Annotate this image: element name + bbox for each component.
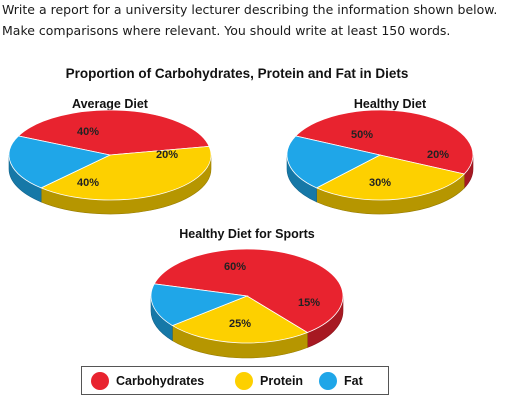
pie-title-healthy-diet-for-sports: Healthy Diet for Sports xyxy=(179,227,314,241)
legend-label-protein: Protein xyxy=(260,374,304,388)
carbohydrates-data-label: 40% xyxy=(77,126,99,138)
instruction-line-1: Write a report for a university lecturer… xyxy=(2,2,498,17)
chart-title: Proportion of Carbohydrates, Protein and… xyxy=(66,66,409,81)
instruction-line-2: Make comparisons where relevant. You sho… xyxy=(2,23,451,38)
protein-slice xyxy=(171,295,309,344)
pie-average-diet: 40% 40% 20% xyxy=(8,109,212,215)
pie-healthy-diet-for-sports: 60% 25% 15% xyxy=(150,248,344,359)
protein-slice xyxy=(315,154,466,201)
legend-item-protein: Protein xyxy=(235,371,303,391)
carbohydrates-data-label: 60% xyxy=(224,261,246,273)
pie-title-average-diet: Average Diet xyxy=(72,97,149,111)
carbohydrates-slice xyxy=(17,109,210,156)
pie-title-healthy-diet: Healthy Diet xyxy=(354,97,427,111)
legend-label-carbohydrates: Carbohydrates xyxy=(116,374,205,388)
carbohydrates-data-label: 50% xyxy=(351,129,373,141)
protein-data-label: 30% xyxy=(369,177,391,189)
fat-slice xyxy=(286,135,382,189)
protein-swatch xyxy=(235,372,253,390)
fat-slice xyxy=(8,135,112,189)
legend-label-fat: Fat xyxy=(344,374,363,388)
pie-healthy-diet: 50% 30% 20% xyxy=(286,109,474,215)
protein-data-label: 25% xyxy=(229,318,251,330)
protein-data-label: 40% xyxy=(77,177,99,189)
carbohydrates-slice xyxy=(153,248,344,333)
carbohydrates-slice xyxy=(294,109,474,175)
fat-swatch xyxy=(319,372,337,390)
legend-item-fat: Fat xyxy=(319,371,363,391)
legend: Carbohydrates Protein Fat xyxy=(81,366,389,395)
pies-group: 40% 40% 20% 50% 30% 20% 60% 25% 15% xyxy=(8,109,474,359)
legend-item-carbohydrates: Carbohydrates xyxy=(91,371,204,391)
carbohydrates-swatch xyxy=(91,372,109,390)
protein-slice xyxy=(40,145,212,201)
fat-data-label: 15% xyxy=(298,297,320,309)
fat-slice xyxy=(150,283,249,327)
fat-data-label: 20% xyxy=(156,149,178,161)
fat-data-label: 20% xyxy=(427,149,449,161)
